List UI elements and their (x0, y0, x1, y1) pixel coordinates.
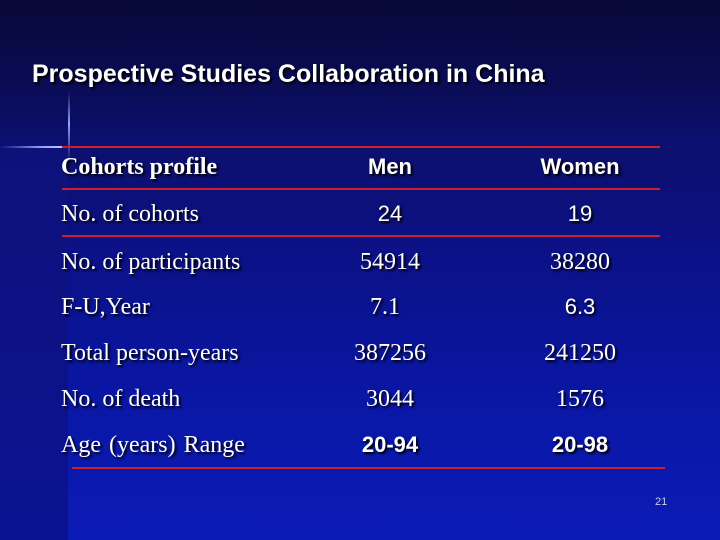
slide-number: 21 (655, 496, 668, 508)
row-label: Age (years) Range (61, 432, 245, 458)
table-row: F-U,Year 7.1 6.3 (0, 294, 720, 334)
men-value: 54914 (360, 249, 420, 275)
men-value: 7.1 (370, 294, 400, 320)
row-label: No. of death (61, 386, 181, 412)
men-value: 20-94 (361, 432, 419, 457)
men-value: 3044 (366, 386, 414, 412)
row-label: No. of participants (61, 249, 241, 275)
decorative-vertical-line (68, 92, 70, 162)
table-rule-header (62, 188, 660, 190)
title-band (0, 0, 720, 146)
women-value: 20-98 (551, 432, 609, 457)
women-value: 19 (567, 201, 593, 226)
row-label: F-U,Year (61, 294, 150, 320)
men-value: 24 (377, 201, 403, 226)
left-band (0, 146, 68, 540)
men-value: 387256 (354, 340, 426, 366)
row-label: No. of cohorts (61, 201, 199, 227)
women-value: 6.3 (564, 294, 596, 319)
table-row: No. of participants 54914 38280 (0, 249, 720, 289)
header-women: Women (540, 154, 620, 179)
table-header-row: Cohorts profile Men Women (0, 154, 720, 194)
table-rule-top (62, 146, 660, 148)
header-men: Men (368, 154, 412, 179)
table-row: Total person-years 387256 241250 (0, 340, 720, 380)
slide-title: Prospective Studies Collaboration in Chi… (32, 60, 545, 88)
women-value: 241250 (544, 340, 616, 366)
header-cohorts-profile: Cohorts profile (61, 154, 218, 180)
decorative-horizontal-line (0, 146, 70, 148)
table-rule-bottom (72, 467, 665, 469)
row-label: Total person-years (61, 340, 239, 366)
table-row: No. of cohorts 24 19 (0, 201, 720, 241)
women-value: 38280 (550, 249, 610, 275)
table-rule-row1 (62, 235, 660, 237)
table-row: No. of death 3044 1576 (0, 386, 720, 426)
table-row: Age (years) Range 20-94 20-98 (0, 432, 720, 472)
women-value: 1576 (556, 386, 604, 412)
